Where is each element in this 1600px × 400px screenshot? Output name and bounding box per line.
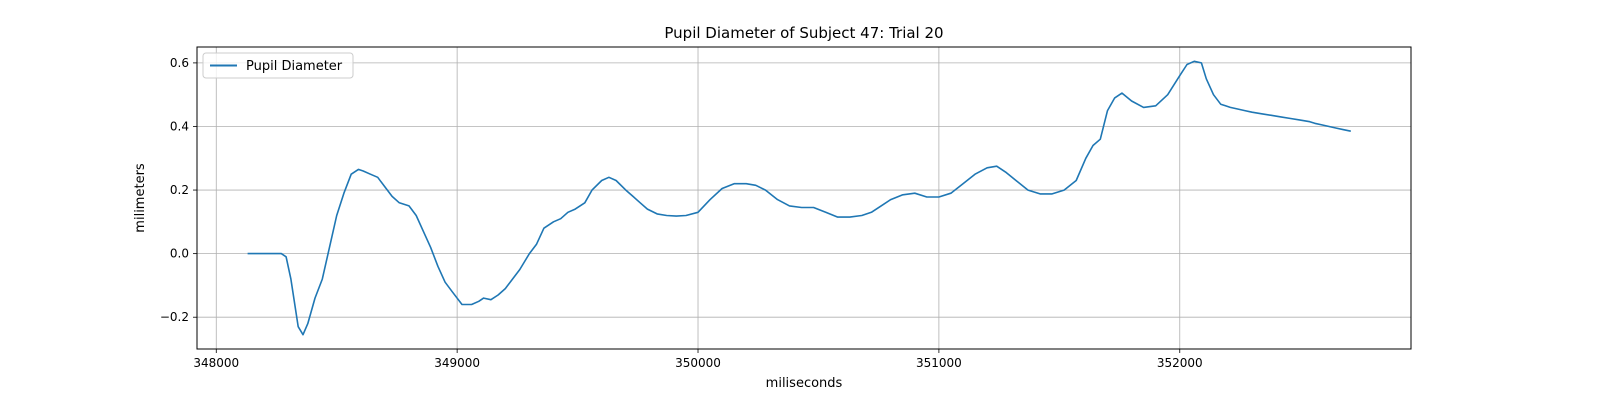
legend-label: Pupil Diameter — [246, 59, 343, 74]
x-axis: 348000 349000 350000 351000 352000 — [193, 349, 1203, 370]
legend-box — [202, 52, 354, 79]
y-tick-label: 0.0 — [170, 247, 189, 261]
y-tick-label: 0.6 — [170, 56, 189, 70]
plot-area — [196, 46, 1412, 350]
y-axis-label: milimeters — [133, 163, 148, 233]
x-tick-label: 349000 — [434, 356, 480, 370]
x-tick-label: 352000 — [1157, 356, 1203, 370]
legend: Pupil Diameter — [202, 52, 354, 79]
series-line — [247, 60, 1351, 336]
x-tick-label: 350000 — [675, 356, 721, 370]
x-tick-label: 348000 — [193, 356, 239, 370]
series-layer — [247, 60, 1351, 336]
y-tick-label: 0.4 — [170, 119, 189, 133]
x-tick-label: 351000 — [916, 356, 962, 370]
grid-lines — [197, 47, 1411, 349]
y-tick-label: −0.2 — [160, 310, 189, 324]
y-tick-label: 0.2 — [170, 183, 189, 197]
y-axis: −0.2 0.0 0.2 0.4 0.6 — [160, 56, 197, 324]
x-axis-label: miliseconds — [766, 376, 843, 391]
chart-title: Pupil Diameter of Subject 47: Trial 20 — [664, 24, 943, 42]
